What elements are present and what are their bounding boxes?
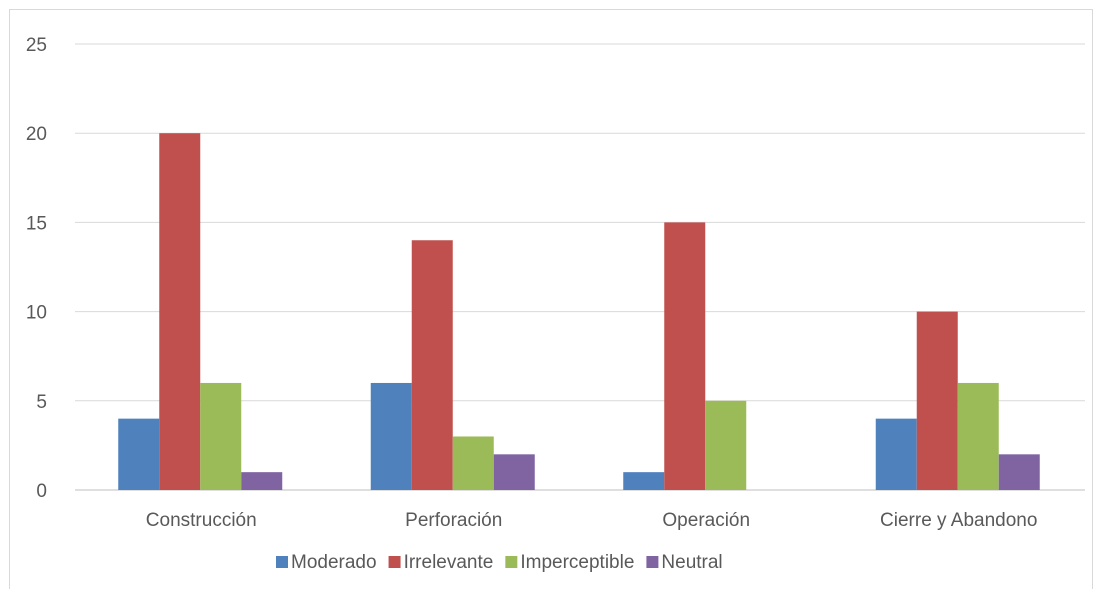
y-tick-label: 25 (26, 35, 47, 56)
x-category-label: Operación (662, 510, 750, 531)
legend: Moderado Irrelevante Imperceptible Neutral (276, 552, 723, 573)
legend-swatch (505, 556, 518, 568)
x-category-label: Construcción (146, 510, 257, 531)
bar-imperceptible-2 (705, 400, 747, 490)
bar-moderado-0 (118, 418, 160, 490)
x-axis-labels: Construcción Perforación Operación Cierre y… (146, 510, 1038, 531)
bar-neutral-3 (998, 454, 1040, 490)
y-tick-label: 0 (36, 481, 47, 502)
y-tick-label: 5 (36, 392, 47, 413)
legend-item-irrelevante: Irrelevante (388, 552, 494, 573)
legend-label: Moderado (291, 552, 377, 573)
bar-moderado-3 (875, 418, 917, 490)
bar-irrelevante-2 (664, 222, 706, 490)
bar-neutral-1 (493, 454, 535, 490)
bar-moderado-2 (623, 472, 665, 490)
x-category-label: Cierre y Abandono (880, 510, 1037, 531)
bars (118, 133, 1040, 490)
legend-label: Imperceptible (520, 552, 634, 573)
bar-neutral-0 (241, 472, 283, 490)
legend-item-imperceptible: Imperceptible (505, 552, 634, 573)
legend-swatch (646, 556, 659, 568)
x-category-label: Perforación (405, 510, 502, 531)
y-tick-label: 15 (26, 213, 47, 234)
legend-swatch (388, 556, 401, 568)
bar-irrelevante-3 (916, 311, 958, 490)
bar-imperceptible-0 (200, 382, 242, 490)
bar-irrelevante-0 (159, 133, 201, 490)
bar-imperceptible-3 (957, 382, 999, 490)
y-axis-ticks: 0 5 10 15 20 25 (26, 35, 47, 502)
legend-label: Irrelevante (404, 552, 494, 573)
legend-item-moderado: Moderado (276, 552, 377, 573)
legend-label: Neutral (661, 552, 722, 573)
legend-item-neutral: Neutral (646, 552, 723, 573)
y-tick-label: 20 (26, 124, 47, 145)
y-tick-label: 10 (26, 303, 47, 324)
bar-imperceptible-1 (452, 436, 494, 490)
bar-moderado-1 (370, 382, 412, 490)
bar-irrelevante-1 (411, 240, 453, 490)
legend-swatch (276, 556, 288, 568)
